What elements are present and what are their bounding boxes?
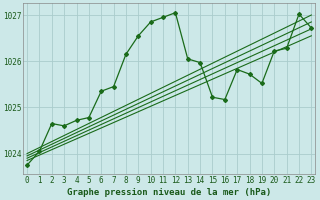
X-axis label: Graphe pression niveau de la mer (hPa): Graphe pression niveau de la mer (hPa)	[67, 188, 271, 197]
